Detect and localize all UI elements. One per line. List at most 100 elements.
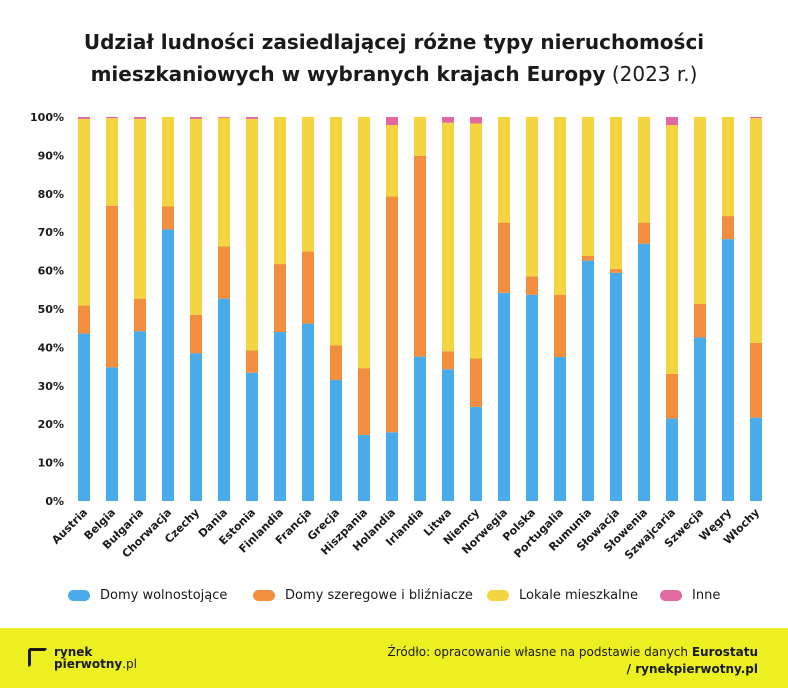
logo[interactable]: rynek pierwotny.pl — [28, 646, 137, 670]
y-tick-label: 100% — [30, 111, 64, 124]
legend-label-flats: Lokale mieszkalne — [519, 588, 638, 603]
bar-segment-flats — [442, 122, 454, 352]
bar-segment-other — [218, 117, 230, 118]
legend: Domy wolnostojące Domy szeregowe i bliźn… — [0, 588, 788, 608]
bar-segment-detached — [498, 292, 510, 501]
bar-segment-flats — [582, 117, 594, 257]
bar-segment-terraced — [554, 294, 566, 357]
bar-segment-detached — [190, 353, 202, 501]
bar-segment-terraced — [638, 222, 650, 244]
bar-segment-other — [750, 117, 762, 119]
bar-segment-other — [134, 117, 146, 119]
title-line-2: mieszkaniowych w wybranych krajach Europ… — [90, 62, 606, 86]
bar-segment-detached — [246, 372, 258, 501]
bar-segment-flats — [498, 117, 510, 223]
bar-segment-flats — [302, 117, 314, 252]
legend-item-detached: Domy wolnostojące — [68, 588, 227, 603]
legend-swatch-flats — [487, 590, 509, 601]
legend-label-terraced: Domy szeregowe i bliźniacze — [285, 588, 473, 603]
bar-segment-detached — [526, 294, 538, 501]
y-tick-label: 40% — [38, 341, 64, 354]
chart-title: Udział ludności zasiedlającej różne typy… — [0, 26, 788, 90]
bar-segment-flats — [358, 117, 370, 369]
bar-segment-terraced — [274, 264, 286, 333]
bar-segment-other — [78, 117, 90, 119]
bar-segment-detached — [358, 434, 370, 501]
bar-segment-other — [190, 117, 202, 119]
bar-segment-detached — [330, 380, 342, 501]
logo-line-2: pierwotny — [54, 657, 123, 671]
logo-line-1: rynek — [54, 645, 93, 659]
stacked-bar-chart: 0% 10% 20% 30% 40% 50% 60% 70% 80% 90% 100% Austria… — [30, 111, 762, 562]
bar-segment-detached — [750, 417, 762, 501]
bar-segment-flats — [638, 117, 650, 223]
bar-segment-detached — [274, 332, 286, 501]
bar-segment-detached — [134, 331, 146, 501]
bar-segment-terraced — [694, 304, 706, 338]
legend-label-detached: Domy wolnostojące — [100, 588, 228, 603]
bar-segment-flats — [218, 117, 230, 247]
legend-label-other: Inne — [692, 588, 721, 603]
bar-segment-detached — [470, 406, 482, 501]
bar-segment-terraced — [470, 358, 482, 407]
bar-segment-terraced — [218, 246, 230, 299]
bar-segment-other — [442, 117, 454, 123]
y-tick-label: 60% — [38, 265, 64, 278]
bar-segment-other — [386, 117, 398, 126]
bar-segment-detached — [666, 418, 678, 501]
bar-segment-terraced — [750, 342, 762, 418]
bar-segment-terraced — [134, 298, 146, 332]
bar-segment-terraced — [246, 350, 258, 373]
title-line-1: Udział ludności zasiedlającej różne typy… — [83, 30, 705, 54]
y-tick-label: 10% — [38, 457, 64, 470]
bar-segment-terraced — [526, 276, 538, 295]
bar-segment-flats — [414, 117, 426, 156]
bar-segment-detached — [638, 243, 650, 501]
bar-segment-flats — [666, 125, 678, 374]
bar-segment-detached — [722, 239, 734, 501]
legend-item-flats: Lokale mieszkalne — [487, 588, 638, 603]
bar-segment-flats — [526, 117, 538, 277]
bar-segment-flats — [246, 118, 258, 351]
bar-segment-flats — [134, 118, 146, 299]
bar-segment-detached — [106, 367, 118, 501]
bar-segment-detached — [218, 298, 230, 501]
bar-segment-detached — [78, 333, 90, 501]
bar-segment-detached — [414, 356, 426, 501]
bar-segment-detached — [386, 432, 398, 501]
legend-swatch-other — [660, 590, 682, 601]
bar-segment-terraced — [582, 256, 594, 261]
x-tick-label: Austria — [49, 506, 90, 547]
bar-segment-flats — [162, 117, 174, 207]
source-line-2: / rynekpierwotny.pl — [626, 662, 758, 676]
bar-segment-flats — [750, 118, 762, 343]
bar-segment-flats — [190, 118, 202, 315]
bar-segment-other — [246, 117, 258, 119]
bar-segment-terraced — [610, 269, 622, 273]
bar-segment-flats — [78, 118, 90, 306]
bar-segment-terraced — [302, 251, 314, 324]
bar-segment-other — [106, 117, 118, 119]
bar-segment-terraced — [722, 216, 734, 240]
bar-segment-terraced — [498, 222, 510, 293]
bar-segment-detached — [610, 272, 622, 501]
bar-segment-detached — [694, 337, 706, 501]
y-tick-label: 0% — [45, 495, 64, 508]
bar-segment-flats — [106, 118, 118, 206]
bar-segment-detached — [442, 369, 454, 501]
bar-segment-flats — [330, 117, 342, 346]
bar-segment-terraced — [666, 373, 678, 419]
logo-suffix: .pl — [122, 657, 137, 671]
legend-swatch-terraced — [253, 590, 275, 601]
bar-segment-detached — [162, 229, 174, 501]
legend-item-other: Inne — [660, 588, 720, 603]
bar-segment-flats — [610, 117, 622, 270]
bar-segment-terraced — [78, 305, 90, 334]
source-note: Źródło: opracowanie własne na podstawie … — [388, 644, 758, 678]
bar-segment-other — [470, 117, 482, 124]
bar-segment-terraced — [330, 345, 342, 381]
logo-mark-icon — [28, 648, 48, 668]
source-prefix: Źródło: opracowanie własne na podstawie … — [387, 645, 688, 659]
bar-segment-detached — [582, 260, 594, 501]
bar-segment-other — [666, 117, 678, 126]
